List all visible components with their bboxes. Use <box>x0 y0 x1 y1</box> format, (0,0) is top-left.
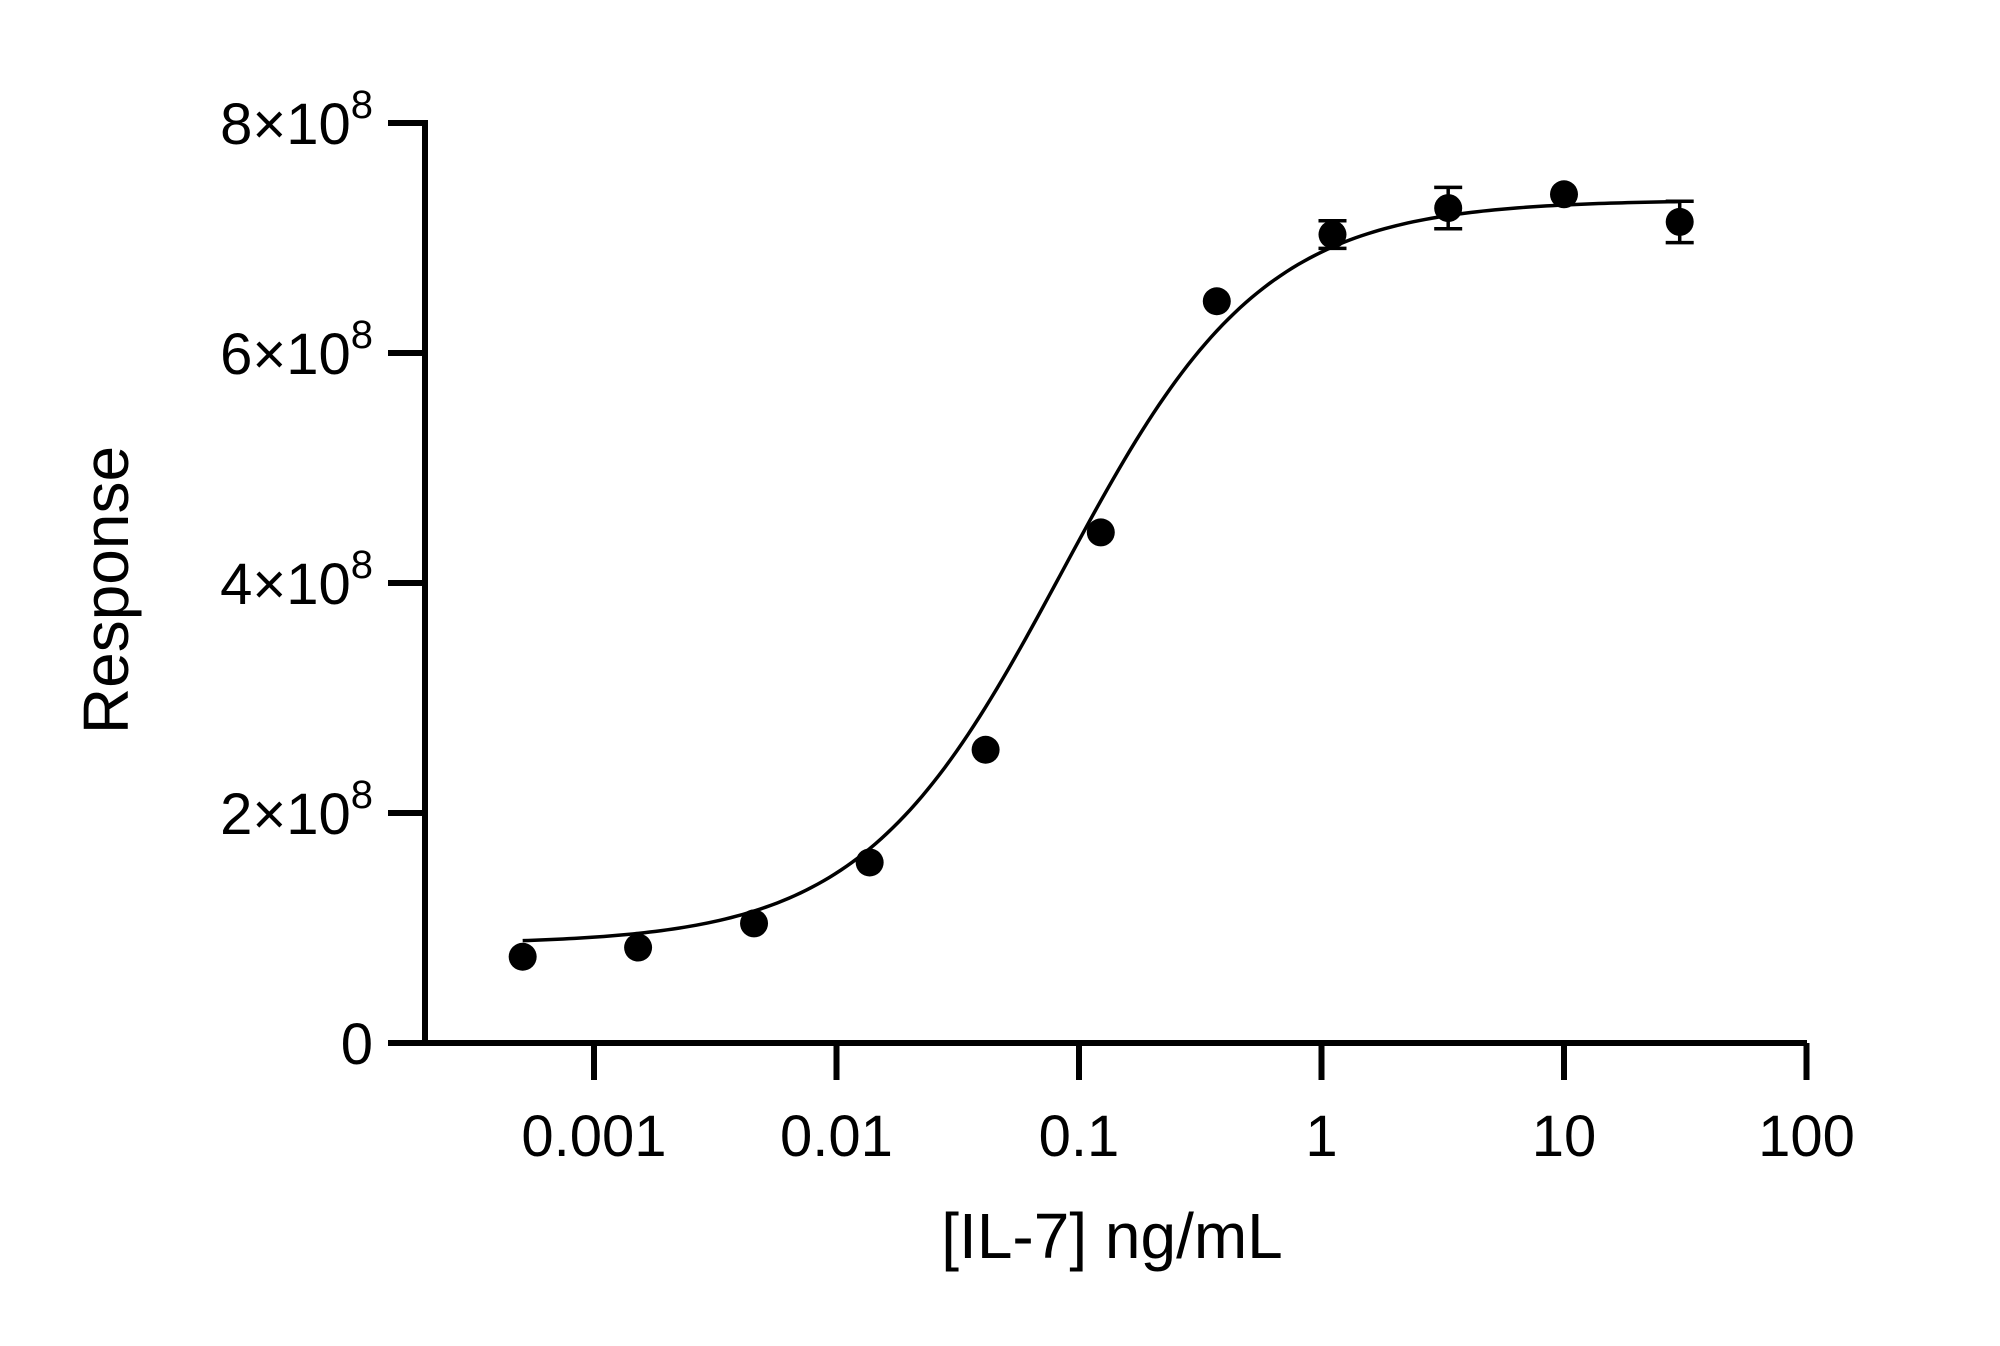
y-tick-label-3: 6×108 <box>220 313 373 387</box>
data-point-0 <box>508 942 537 971</box>
y-tick-label-4: 8×108 <box>220 83 373 157</box>
y-tick-exponent-2: 8 <box>351 543 373 587</box>
y-tick-exponent-4: 8 <box>351 83 373 127</box>
y-tick-mantissa-3: 6×10 <box>220 322 351 387</box>
data-point-8 <box>1434 194 1463 223</box>
x-tick-label-3: 1 <box>1305 1104 1337 1169</box>
x-axis-title: [IL-7] ng/mL <box>941 1200 1283 1272</box>
y-tick-mantissa-1: 2×10 <box>220 782 351 847</box>
data-point-7 <box>1318 220 1347 249</box>
y-tick-exponent-1: 8 <box>351 773 373 817</box>
x-tick-label-1: 0.01 <box>780 1104 893 1169</box>
data-point-2 <box>740 909 769 938</box>
data-point-1 <box>624 933 653 962</box>
x-tick-label-4: 10 <box>1532 1104 1597 1169</box>
y-tick-mantissa-0: 0 <box>341 1012 373 1077</box>
x-tick-label-5: 100 <box>1758 1104 1855 1169</box>
data-point-4 <box>971 735 1000 764</box>
y-tick-label-2: 4×108 <box>220 543 373 617</box>
x-tick-label-2: 0.1 <box>1039 1104 1120 1169</box>
y-tick-mantissa-4: 8×10 <box>220 92 351 157</box>
data-point-6 <box>1202 287 1231 316</box>
y-axis-title: Response <box>70 446 142 734</box>
data-point-9 <box>1550 180 1578 209</box>
y-tick-label-0: 0 <box>341 1012 373 1077</box>
data-point-10 <box>1665 207 1694 236</box>
data-point-5 <box>1086 518 1115 547</box>
x-tick-label-0: 0.001 <box>521 1104 666 1169</box>
data-point-3 <box>855 848 884 877</box>
fit-curve <box>522 199 1680 943</box>
y-tick-label-1: 2×108 <box>220 773 373 847</box>
y-tick-mantissa-2: 4×10 <box>220 552 351 617</box>
y-tick-exponent-3: 8 <box>351 313 373 357</box>
